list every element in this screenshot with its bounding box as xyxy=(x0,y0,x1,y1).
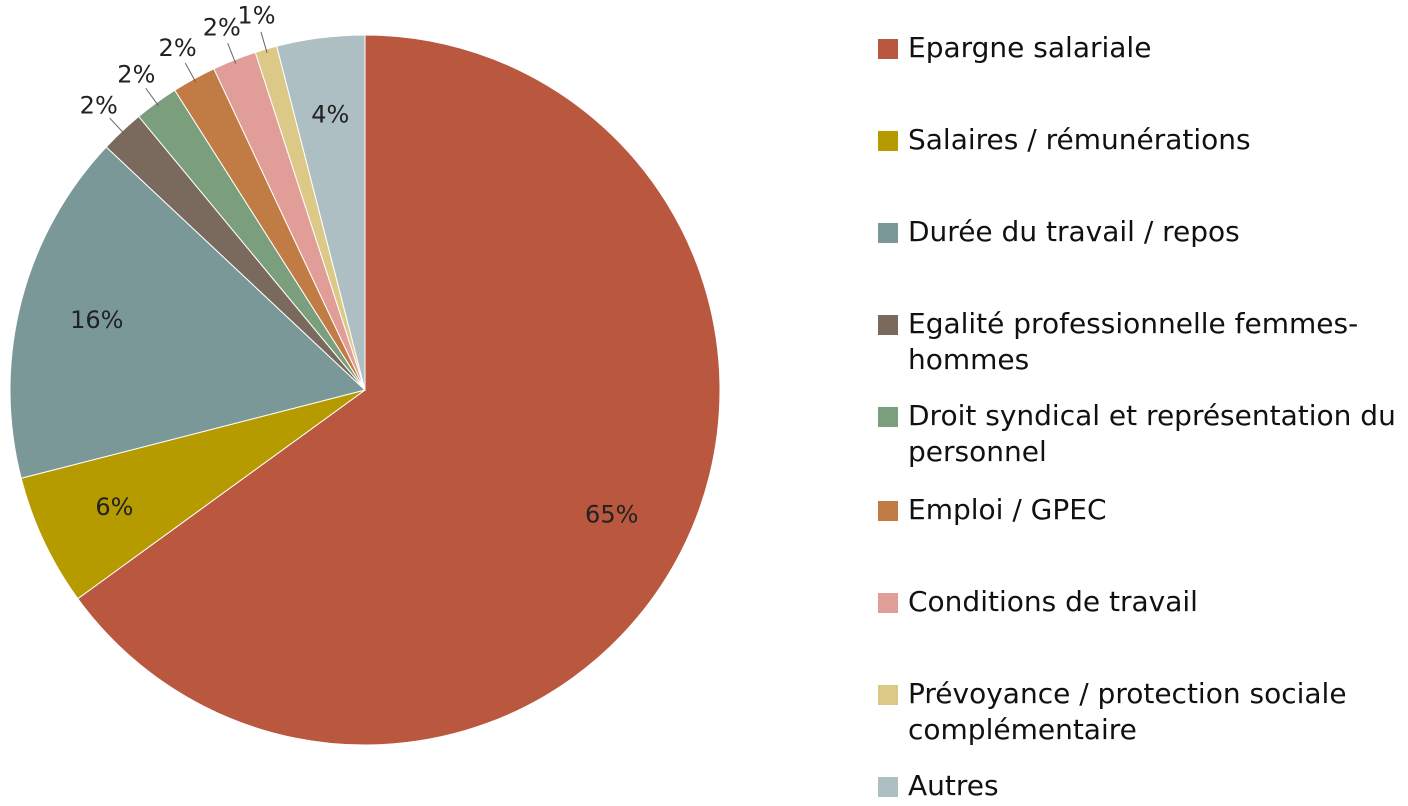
data-label: 65% xyxy=(585,501,638,529)
pie-slice xyxy=(77,34,721,746)
legend-item: Emploi / GPEC xyxy=(878,492,1398,528)
leader-line xyxy=(109,117,126,135)
legend-item: Epargne salariale xyxy=(878,30,1398,66)
legend-label: Droit syndical et représentation du pers… xyxy=(908,399,1396,468)
legend-label: Prévoyance / protection sociale compléme… xyxy=(908,677,1347,746)
legend-swatch xyxy=(878,777,898,797)
legend-label: Salaires / rémunérations xyxy=(908,123,1251,156)
legend-swatch xyxy=(878,593,898,613)
leader-line xyxy=(260,31,268,54)
legend-item: Droit syndical et représentation du pers… xyxy=(878,398,1398,470)
leader-line xyxy=(227,43,237,64)
legend-swatch xyxy=(878,407,898,427)
leader-line xyxy=(145,87,160,107)
data-label: 4% xyxy=(311,100,349,128)
legend-swatch xyxy=(878,315,898,335)
pie-slice xyxy=(9,146,367,479)
legend-item: Durée du travail / repos xyxy=(878,214,1398,250)
pie-slice xyxy=(276,34,366,391)
legend-swatch xyxy=(878,131,898,151)
legend-item: Autres xyxy=(878,768,1398,804)
legend-swatch xyxy=(878,501,898,521)
data-label: 2% xyxy=(203,13,241,41)
legend-label: Emploi / GPEC xyxy=(908,493,1107,526)
legend-swatch xyxy=(878,685,898,705)
legend-item: Conditions de travail xyxy=(878,584,1398,620)
data-label: 2% xyxy=(80,91,118,119)
data-label: 16% xyxy=(70,306,123,334)
legend-item: Egalité professionnelle femmes-hommes xyxy=(878,306,1398,378)
leader-line xyxy=(184,62,197,83)
data-label: 6% xyxy=(95,493,133,521)
pie-slice xyxy=(20,389,366,600)
legend-item: Salaires / rémunérations xyxy=(878,122,1398,158)
legend-label: Egalité professionnelle femmes-hommes xyxy=(908,307,1359,376)
data-label: 2% xyxy=(159,34,197,62)
legend-swatch xyxy=(878,39,898,59)
chart: 65%6%16%2%2%2%2%1%4% xyxy=(9,1,721,746)
legend-label: Durée du travail / repos xyxy=(908,215,1240,248)
legend-item: Prévoyance / protection sociale compléme… xyxy=(878,676,1398,748)
legend-label: Conditions de travail xyxy=(908,585,1198,618)
data-label: 2% xyxy=(117,60,155,88)
legend-label: Autres xyxy=(908,769,999,802)
legend-swatch xyxy=(878,223,898,243)
data-label: 1% xyxy=(237,1,275,29)
legend-label: Epargne salariale xyxy=(908,31,1152,64)
